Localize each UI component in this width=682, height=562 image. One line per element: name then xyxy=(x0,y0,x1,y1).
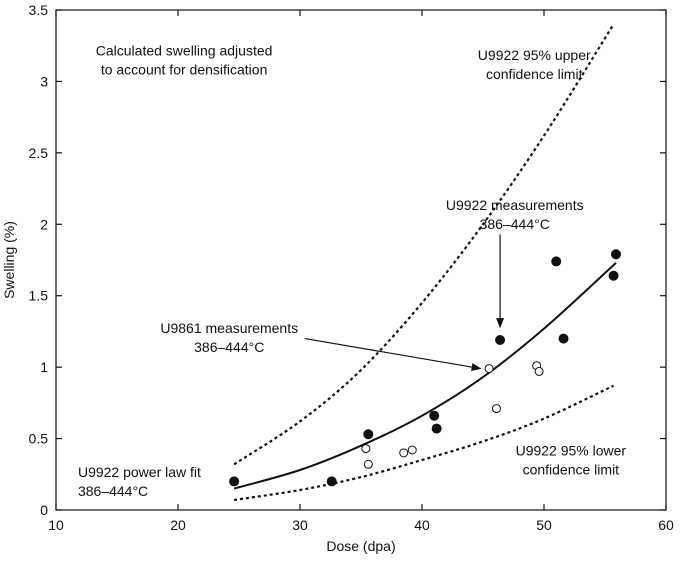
u9922-95-lower-confidence-limit-curve xyxy=(233,384,614,502)
u9861-measurement-point xyxy=(361,444,371,454)
y-tick-label: 0 xyxy=(40,502,48,518)
lower-limit-label-line: confidence limit xyxy=(523,462,620,478)
lower-limit-label-line: U9922 95% lower xyxy=(516,443,627,459)
y-tick-label: 0.5 xyxy=(29,431,49,447)
annotations: Calculated swelling adjusted to account f… xyxy=(78,43,626,499)
y-tick-label: 3 xyxy=(40,73,48,89)
y-tick-label: 3.5 xyxy=(29,2,49,18)
u9861-measurement-point xyxy=(407,445,417,455)
y-tick-label: 2 xyxy=(40,216,48,232)
y-tick-label: 1.5 xyxy=(29,288,49,304)
u9922-measurement-point xyxy=(608,270,619,281)
densification-note: Calculated swelling adjusted to account f… xyxy=(96,43,273,78)
u9922-measurements-label: U9922 measurements 386–444°C xyxy=(446,197,584,232)
power-law-label-line: 386–444°C xyxy=(78,483,148,499)
x-tick-label: 60 xyxy=(658,517,674,533)
u9922-measurements-label-line: U9922 measurements xyxy=(446,197,584,213)
u9922-measurement-point xyxy=(551,256,562,267)
u9861-measurement-point xyxy=(491,404,501,414)
u9861-measurements-label: U9861 measurements 386–444°C xyxy=(160,320,298,355)
u9861-measurement-point xyxy=(534,366,544,376)
u9922-measurement-point xyxy=(610,249,621,260)
u9922-power-law-fit-curve xyxy=(233,262,617,490)
u9861-measurement-point xyxy=(484,364,494,374)
u9922-95-upper-confidence-limit-curve xyxy=(233,23,615,466)
axis-ticks: 10 20 30 40 50 60 0 0.5 1 1.5 2 2.5 3 3.5 xyxy=(29,2,674,533)
u9861-measurement-point xyxy=(363,459,373,469)
x-axis-title: Dose (dpa) xyxy=(326,538,395,554)
u9861-measurements-label-line: U9861 measurements xyxy=(160,320,298,336)
u9922-measurement-point xyxy=(326,476,337,487)
plot-frame xyxy=(55,9,667,511)
lower-limit-label: U9922 95% lower confidence limit xyxy=(516,443,627,478)
u9922-measurement-point xyxy=(558,333,569,344)
u9861-measurement-point xyxy=(399,448,409,458)
x-tick-label: 30 xyxy=(292,517,308,533)
curves xyxy=(233,23,617,502)
u9861-measurements-label-line: 386–444°C xyxy=(194,339,264,355)
u9922-measurements-label-line: 386–444°C xyxy=(480,216,550,232)
upper-limit-label-line: confidence limit xyxy=(486,66,583,82)
power-law-label: U9922 power law fit 386–444°C xyxy=(78,464,201,499)
x-tick-label: 50 xyxy=(536,517,552,533)
u9861-arrow xyxy=(304,337,482,371)
u9922-measurement-point xyxy=(495,335,506,345)
x-tick-label: 40 xyxy=(414,517,430,533)
u9922-measurement-point xyxy=(429,410,440,421)
u9922-measurement-point xyxy=(363,429,374,440)
densification-note-line: Calculated swelling adjusted xyxy=(96,43,273,59)
upper-limit-label-line: U9922 95% upper xyxy=(478,47,591,63)
x-tick-label: 20 xyxy=(170,517,186,533)
annotation-arrows xyxy=(304,234,505,371)
u9922-measurement-point xyxy=(229,476,240,487)
x-tick-label: 10 xyxy=(48,517,64,533)
densification-note-line: to account for densification xyxy=(101,62,268,78)
y-tick-label: 1 xyxy=(40,359,48,375)
y-tick-label: 2.5 xyxy=(29,145,49,161)
u9922-measurement-point xyxy=(431,423,442,434)
power-law-label-line: U9922 power law fit xyxy=(78,464,201,480)
upper-limit-label: U9922 95% upper confidence limit xyxy=(478,47,591,82)
data-points xyxy=(229,249,621,487)
y-axis-title: Swelling (%) xyxy=(1,221,17,299)
